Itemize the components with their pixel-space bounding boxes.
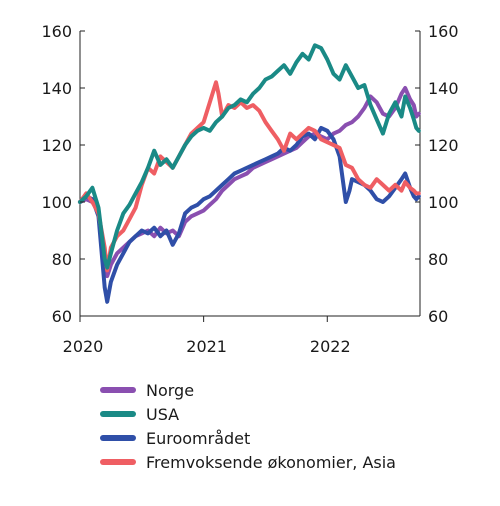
legend-swatch-norge	[100, 387, 136, 393]
series-layer	[78, 43, 421, 304]
series-line-fremvoksende-konomier-asia	[78, 80, 421, 273]
y-tick-label-left-60: 60	[52, 307, 72, 326]
y-tick-label-left-120: 120	[41, 136, 72, 155]
legend-label-usa: USA	[146, 404, 180, 424]
y-tick-label-left-140: 140	[41, 79, 72, 98]
y-tick-label-right-100: 100	[428, 193, 459, 212]
series-line-norge	[78, 86, 421, 279]
x-tick-label-2020: 2020	[63, 337, 104, 356]
legend-item-norge: Norge	[100, 378, 396, 402]
x-tick-label-2022: 2022	[310, 337, 351, 356]
y-tick-label-right-140: 140	[428, 79, 459, 98]
legend-swatch-asia	[100, 459, 136, 465]
y-tick-label-right-120: 120	[428, 136, 459, 155]
series-line-euroomr-det	[78, 125, 421, 304]
legend-item-asia: Fremvoksende økonomier, Asia	[100, 450, 396, 474]
legend-swatch-usa	[100, 411, 136, 417]
legend-label-asia: Fremvoksende økonomier, Asia	[146, 452, 396, 472]
x-tick-label-2021: 2021	[186, 337, 227, 356]
y-tick-label-left-100: 100	[41, 193, 72, 212]
ticks-layer: 60 60 80 80 100 100 120 120 140 140 160 160 2020 2021…	[41, 22, 458, 356]
y-tick-label-right-160: 160	[428, 22, 459, 41]
legend-item-euroomradet: Euroområdet	[100, 426, 396, 450]
series-line-usa	[78, 43, 421, 270]
y-tick-label-left-80: 80	[52, 250, 72, 269]
legend-label-euroomradet: Euroområdet	[146, 428, 251, 448]
legend-item-usa: USA	[100, 402, 396, 426]
legend-label-norge: Norge	[146, 380, 195, 400]
y-tick-label-left-160: 160	[41, 22, 72, 41]
legend-swatch-euroomradet	[100, 435, 136, 441]
y-tick-label-right-60: 60	[428, 307, 448, 326]
y-tick-label-right-80: 80	[428, 250, 448, 269]
legend: Norge USA Euroområdet Fremvoksende økono…	[100, 378, 396, 474]
plot-frame	[79, 31, 421, 317]
